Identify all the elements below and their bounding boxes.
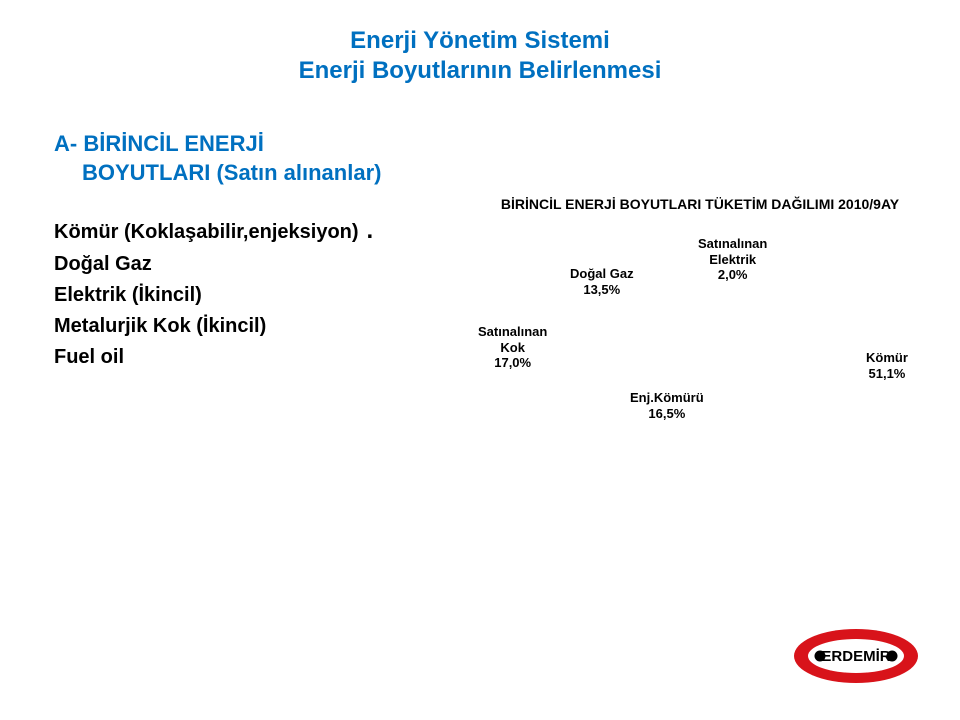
- section-line-1: A- BİRİNCİL ENERJİ: [54, 130, 381, 159]
- title-line-2: Enerji Boyutlarının Belirlenmesi: [0, 56, 960, 86]
- list-item: Metalurjik Kok (İkincil): [54, 311, 373, 342]
- section-line-2: BOYUTLARI (Satın alınanlar): [54, 159, 381, 188]
- title-line-1: Enerji Yönetim Sistemi: [0, 26, 960, 56]
- list-item: Fuel oil: [54, 342, 373, 373]
- chart-label-line: 2,0%: [698, 267, 767, 283]
- list-item: Elektrik (İkincil): [54, 280, 373, 311]
- chart-label-line: Kok: [478, 340, 547, 356]
- chart-label: Kömür51,1%: [866, 350, 908, 381]
- chart-label-line: Enj.Kömürü: [630, 390, 704, 406]
- chart-label-line: Elektrik: [698, 252, 767, 268]
- energy-list: Kömür (Koklaşabilir,enjeksiyon) . Doğal …: [54, 212, 373, 373]
- chart-label-line: Kömür: [866, 350, 908, 366]
- chart-label-line: Satınalınan: [478, 324, 547, 340]
- list-item: Kömür (Koklaşabilir,enjeksiyon) .: [54, 212, 373, 249]
- chart-title: BİRİNCİL ENERJİ BOYUTLARI TÜKETİM DAĞILI…: [460, 196, 940, 212]
- chart-label-line: 17,0%: [478, 355, 547, 371]
- chart-label-line: 51,1%: [866, 366, 908, 382]
- logo-text: ERDEMİR: [821, 648, 890, 665]
- chart-label: Doğal Gaz13,5%: [570, 266, 634, 297]
- distribution-chart: BİRİNCİL ENERJİ BOYUTLARI TÜKETİM DAĞILI…: [460, 196, 940, 420]
- chart-label: SatınalınanKok17,0%: [478, 324, 547, 371]
- list-item-label: Kömür (Koklaşabilir,enjeksiyon): [54, 217, 359, 248]
- section-heading: A- BİRİNCİL ENERJİ BOYUTLARI (Satın alın…: [54, 130, 381, 187]
- chart-label-line: 13,5%: [570, 282, 634, 298]
- list-item: Doğal Gaz: [54, 249, 373, 280]
- erdemir-logo: ERDEMİR: [776, 621, 936, 696]
- chart-label-line: 16,5%: [630, 406, 704, 422]
- list-dot: .: [367, 212, 374, 249]
- chart-label: Enj.Kömürü16,5%: [630, 390, 704, 421]
- chart-body: Doğal Gaz13,5%SatınalınanElektrik2,0%Sat…: [460, 220, 940, 420]
- chart-label: SatınalınanElektrik2,0%: [698, 236, 767, 283]
- chart-label-line: Satınalınan: [698, 236, 767, 252]
- chart-label-line: Doğal Gaz: [570, 266, 634, 282]
- slide-title: Enerji Yönetim Sistemi Enerji Boyutların…: [0, 26, 960, 86]
